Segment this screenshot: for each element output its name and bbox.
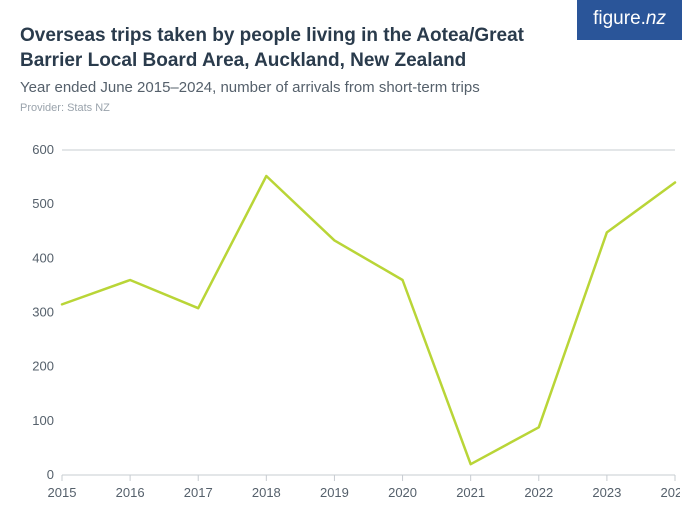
figurenz-logo: figure.nz [577, 0, 682, 40]
chart-title: Overseas trips taken by people living in… [20, 24, 580, 73]
x-axis-label: 2017 [184, 485, 213, 500]
chart-subtitle: Year ended June 2015–2024, number of arr… [20, 79, 680, 96]
y-axis-label: 500 [32, 196, 54, 211]
x-axis-label: 2018 [252, 485, 281, 500]
y-axis-label: 200 [32, 359, 54, 374]
chart-provider: Provider: Stats NZ [20, 102, 680, 114]
series-line [62, 176, 675, 464]
x-axis-label: 2019 [320, 485, 349, 500]
y-axis-label: 400 [32, 250, 54, 265]
x-axis-label: 2022 [524, 485, 553, 500]
y-axis-label: 600 [32, 142, 54, 157]
chart-svg: 0 100 200 300 400 500 600 2015 2016 2017 2018 2019 2… [20, 140, 680, 505]
y-axis-label: 300 [32, 305, 54, 320]
y-axis-label: 0 [47, 467, 54, 482]
x-axis-label: 2020 [388, 485, 417, 500]
line-chart: 0 100 200 300 400 500 600 2015 2016 2017 2018 2019 2… [20, 140, 680, 505]
x-axis-label: 2015 [48, 485, 77, 500]
x-axis-label: 2016 [116, 485, 145, 500]
y-axis-label: 100 [32, 413, 54, 428]
x-axis-label: 2021 [456, 485, 485, 500]
logo-suffix: nz [646, 8, 666, 29]
logo-main: figure. [593, 8, 646, 29]
x-axis-label: 2024 [661, 485, 680, 500]
x-axis-label: 2023 [592, 485, 621, 500]
